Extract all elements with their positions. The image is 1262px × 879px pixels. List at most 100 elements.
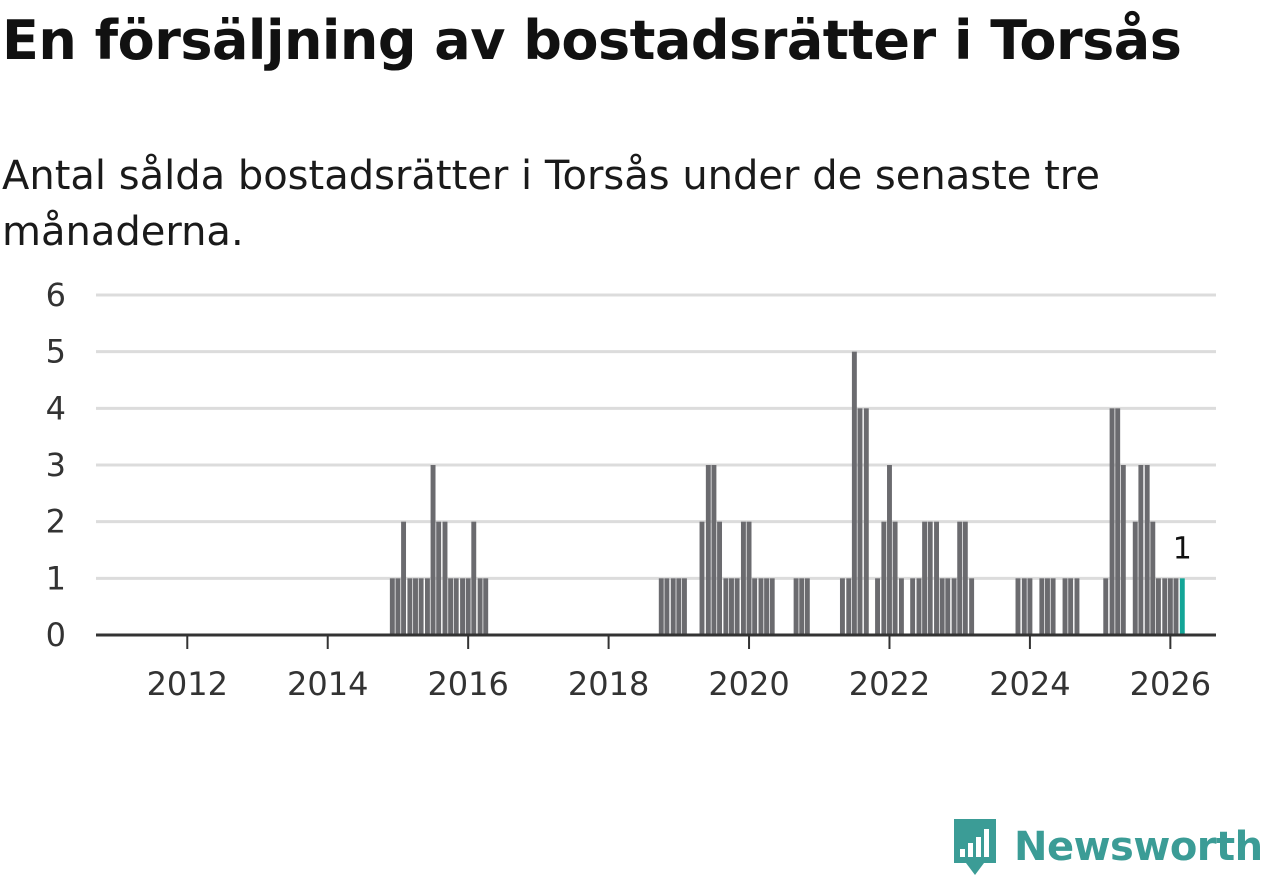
bar xyxy=(1120,465,1126,635)
bar xyxy=(734,578,740,635)
bar xyxy=(875,578,880,635)
chart-title: En försäljning av bostadsrätter i Torsås xyxy=(2,9,1182,72)
bar xyxy=(934,521,939,635)
bar xyxy=(1115,408,1121,635)
bar xyxy=(804,578,810,635)
bar xyxy=(752,578,758,635)
bar xyxy=(477,578,483,635)
bar xyxy=(746,521,752,635)
x-tick-label: 2022 xyxy=(849,665,930,703)
bar xyxy=(922,521,928,635)
bar xyxy=(881,521,887,635)
bar xyxy=(799,578,805,635)
y-tick-label: 2 xyxy=(46,503,66,541)
bar xyxy=(769,578,775,635)
bar xyxy=(418,578,424,635)
bar xyxy=(676,578,682,635)
bar xyxy=(1039,578,1045,635)
newsworthy-logo: Newsworthy xyxy=(950,815,1262,879)
bar xyxy=(1162,578,1168,635)
y-tick-label: 0 xyxy=(46,616,66,654)
bar xyxy=(729,578,734,635)
bar xyxy=(1045,578,1050,635)
bar xyxy=(1021,578,1027,635)
x-tick-label: 2018 xyxy=(568,665,649,703)
bar xyxy=(465,578,471,635)
bar xyxy=(407,578,413,635)
bar xyxy=(957,521,963,635)
bar xyxy=(910,578,916,635)
bar xyxy=(945,578,951,635)
y-tick-label: 4 xyxy=(46,389,66,427)
bar xyxy=(740,521,746,635)
bar xyxy=(892,521,898,635)
bar xyxy=(898,578,904,635)
bar xyxy=(758,578,764,635)
bar xyxy=(1027,578,1033,635)
bar xyxy=(951,578,957,635)
bar xyxy=(436,521,442,635)
bar xyxy=(483,578,489,635)
bar xyxy=(1103,578,1109,635)
bar xyxy=(460,578,466,635)
bar xyxy=(962,521,968,635)
bar xyxy=(705,465,711,635)
bar xyxy=(1132,521,1138,635)
bar xyxy=(1074,578,1080,635)
bar xyxy=(1167,578,1173,635)
brand-name: Newsworthy xyxy=(1014,824,1262,870)
newsworthy-logo-icon xyxy=(954,819,996,875)
bar xyxy=(442,521,448,635)
y-tick-label: 1 xyxy=(46,559,66,597)
y-tick-label: 3 xyxy=(46,446,66,484)
bar xyxy=(1109,408,1115,635)
bar xyxy=(681,578,687,635)
bar xyxy=(1068,578,1074,635)
gridlines xyxy=(96,293,1216,580)
bar xyxy=(413,578,418,635)
x-tick-label: 2014 xyxy=(287,665,368,703)
x-tick-label: 2016 xyxy=(427,665,508,703)
bar xyxy=(916,578,922,635)
bar xyxy=(887,465,892,635)
x-tick-label: 2026 xyxy=(1130,665,1211,703)
bar xyxy=(430,465,436,635)
bar xyxy=(764,578,770,635)
bar xyxy=(1138,465,1144,635)
y-axis-tick-labels: 0 1 2 3 4 5 6 xyxy=(46,276,66,654)
y-tick-label: 6 xyxy=(46,276,66,314)
bar xyxy=(723,578,729,635)
x-axis-ticks xyxy=(186,635,1172,649)
bar xyxy=(839,578,845,635)
bar xyxy=(658,578,664,635)
bar xyxy=(1050,578,1056,635)
bar xyxy=(863,408,869,635)
bar xyxy=(711,465,717,635)
bar xyxy=(1150,521,1156,635)
bar xyxy=(389,578,395,635)
bar-latest xyxy=(1179,578,1185,635)
bar xyxy=(939,578,945,635)
bar xyxy=(401,521,407,635)
x-axis-tick-labels: 2012 2014 2016 2018 2020 2022 2024 2026 xyxy=(147,665,1212,703)
bar xyxy=(471,521,477,635)
bar xyxy=(448,578,454,635)
bar xyxy=(717,521,723,635)
x-tick-label: 2024 xyxy=(989,665,1070,703)
bar xyxy=(793,578,799,635)
x-tick-label: 2012 xyxy=(147,665,228,703)
bar xyxy=(395,578,401,635)
bar xyxy=(927,521,933,635)
chart-subtitle: Antal sålda bostadsrätter i Torsås under… xyxy=(2,153,1100,255)
bar xyxy=(1173,578,1179,635)
bar xyxy=(1144,465,1150,635)
bar xyxy=(664,578,670,635)
bar xyxy=(846,578,852,635)
y-tick-label: 5 xyxy=(46,333,66,371)
bars xyxy=(389,351,1185,635)
bar xyxy=(453,578,459,635)
bar xyxy=(670,578,676,635)
bar xyxy=(1062,578,1068,635)
bar xyxy=(1155,578,1161,635)
